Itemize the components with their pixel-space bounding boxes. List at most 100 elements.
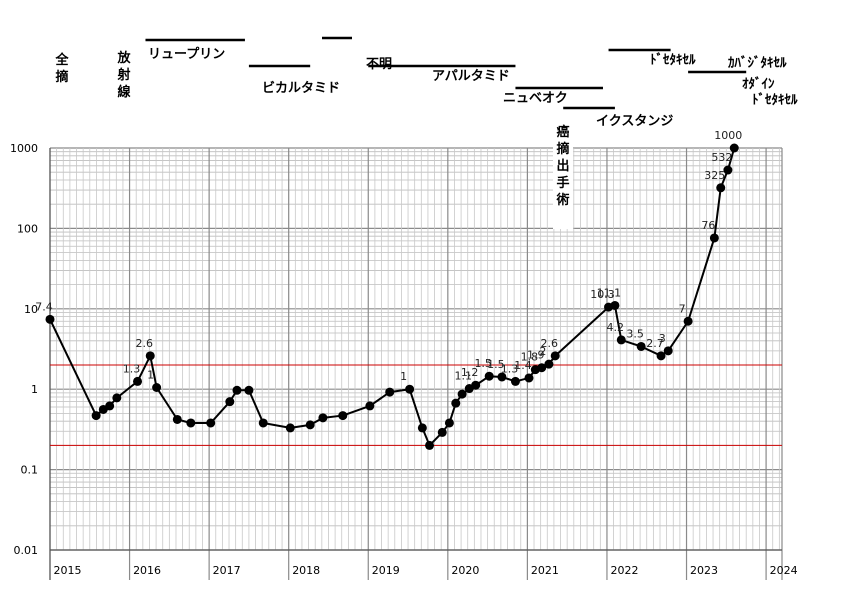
data-point xyxy=(471,380,481,390)
y-tick-label: 0.1 xyxy=(21,464,39,477)
data-point xyxy=(133,376,143,386)
y-tick-label: 10 xyxy=(24,303,38,316)
data-label: 3 xyxy=(659,332,666,345)
data-point xyxy=(105,401,115,411)
reference-lines xyxy=(50,364,782,446)
data-label: 325 xyxy=(704,169,725,182)
annotation-vertical-char: 線 xyxy=(117,84,131,100)
data-label: 1 xyxy=(147,368,154,381)
data-point xyxy=(232,385,242,395)
data-point xyxy=(145,351,155,361)
y-tick-label: 1 xyxy=(31,383,38,396)
y-tick-label: 100 xyxy=(17,222,38,235)
data-point xyxy=(112,393,122,403)
annotation-vertical-char: 術 xyxy=(555,192,569,208)
data-label: 10.3 xyxy=(590,288,615,301)
data-point xyxy=(457,389,467,399)
data-point xyxy=(616,335,626,345)
data-point xyxy=(544,359,554,369)
treatment-label: ﾄﾞｾﾀｷｾﾙ xyxy=(752,92,798,108)
data-label: 1 xyxy=(400,370,407,383)
data-point xyxy=(729,143,739,153)
treatment-label: ﾄﾞｾﾀｷｾﾙ xyxy=(650,52,696,68)
annotation-background xyxy=(553,124,573,229)
data-point xyxy=(365,401,375,411)
y-tick-label: 0.01 xyxy=(14,544,39,557)
x-year-label: 2022 xyxy=(610,564,638,577)
annotation-vertical-char: 癌 xyxy=(556,124,569,140)
treatment-label: 不明 xyxy=(366,57,392,72)
data-label: 1.3 xyxy=(123,362,141,375)
data-point xyxy=(385,387,395,397)
data-label: 2.6 xyxy=(540,337,558,350)
x-year-label: 2019 xyxy=(372,564,400,577)
x-year-label: 2023 xyxy=(690,564,718,577)
treatment-label: イクスタンジ xyxy=(596,114,673,129)
data-point xyxy=(497,372,507,382)
annotation-vertical-char: 放 xyxy=(116,50,131,66)
data-point xyxy=(510,376,520,386)
treatment-label: リュープリン xyxy=(148,47,225,62)
data-point xyxy=(451,398,461,408)
data-point xyxy=(709,233,719,243)
data-label: 1.1 xyxy=(455,370,473,383)
annotation-vertical-char: 全 xyxy=(54,52,69,68)
y-axis-tick-labels: 0.01 0.1 1 10 100 1000 xyxy=(10,142,38,557)
data-point xyxy=(723,165,733,175)
data-label: 3.5 xyxy=(626,327,644,340)
data-labels: 7.41.32.61 1 1.11.21.51.51.31.41.81.922.61… xyxy=(35,129,742,383)
treatment-label: ｶﾊﾞｼﾞﾀｷｾﾙ xyxy=(728,55,787,71)
data-points xyxy=(45,143,739,450)
data-point xyxy=(244,385,254,395)
x-year-label: 2020 xyxy=(451,564,479,577)
data-label: 2.6 xyxy=(136,337,154,350)
data-label: 1.4 xyxy=(514,359,532,372)
data-label: 4.2 xyxy=(607,321,625,334)
data-point xyxy=(524,373,534,383)
data-point xyxy=(172,414,182,424)
chart-grid xyxy=(49,147,783,580)
data-point xyxy=(663,346,673,356)
annotation-vertical-char: 出 xyxy=(556,158,569,174)
annotation-vertical-char: 摘 xyxy=(556,141,569,157)
data-point xyxy=(437,427,447,437)
annotation-vertical-char: 手 xyxy=(556,175,569,191)
data-label: 11.1 xyxy=(597,286,622,299)
y-tick-label: 1000 xyxy=(10,142,38,155)
data-point xyxy=(186,418,196,428)
data-label: 7 xyxy=(679,302,686,315)
x-year-label: 2017 xyxy=(213,564,241,577)
x-year-label: 2015 xyxy=(54,564,82,577)
data-point xyxy=(610,300,620,310)
data-label: 532 xyxy=(711,151,732,164)
data-label: 1.3 xyxy=(501,362,519,375)
data-label: 1.5 xyxy=(487,358,505,371)
data-point xyxy=(550,351,560,361)
x-year-label: 2024 xyxy=(770,564,798,577)
data-label: 76 xyxy=(701,219,715,232)
x-year-label: 2018 xyxy=(292,564,320,577)
treatment-label: ｵﾀﾞｲﾝ xyxy=(742,76,775,92)
series-polyline xyxy=(49,147,736,447)
treatment-label: ビカルタミド xyxy=(262,80,340,96)
x-year-label: 2016 xyxy=(133,564,161,577)
data-label: 1.2 xyxy=(461,366,479,379)
annotation-vertical-char: 摘 xyxy=(55,69,68,85)
treatment-label: ニュベオク xyxy=(503,91,568,106)
data-label: 2 xyxy=(539,345,546,358)
data-label: 2.7 xyxy=(646,337,664,350)
data-point xyxy=(417,423,427,433)
data-label: 1.9 xyxy=(527,349,545,362)
data-point xyxy=(91,411,101,421)
annotation-vertical-char: 射 xyxy=(116,67,130,83)
data-point xyxy=(206,418,216,428)
treatment-annotations: 全摘放射線リュープリンビカルタミド不明アパルタミドニュベオクイクスタンジ癌摘出手… xyxy=(54,36,798,229)
data-label: 1000 xyxy=(714,129,742,142)
x-axis-year-labels: 2015 2016 2017 2018 2019 2020 2021 2022 2023 2024 xyxy=(54,564,798,577)
treatment-label: アパルタミド xyxy=(432,69,510,84)
data-point xyxy=(425,440,435,450)
data-point xyxy=(444,418,454,428)
data-point xyxy=(537,363,547,373)
data-point xyxy=(656,351,666,361)
data-point xyxy=(484,371,494,381)
